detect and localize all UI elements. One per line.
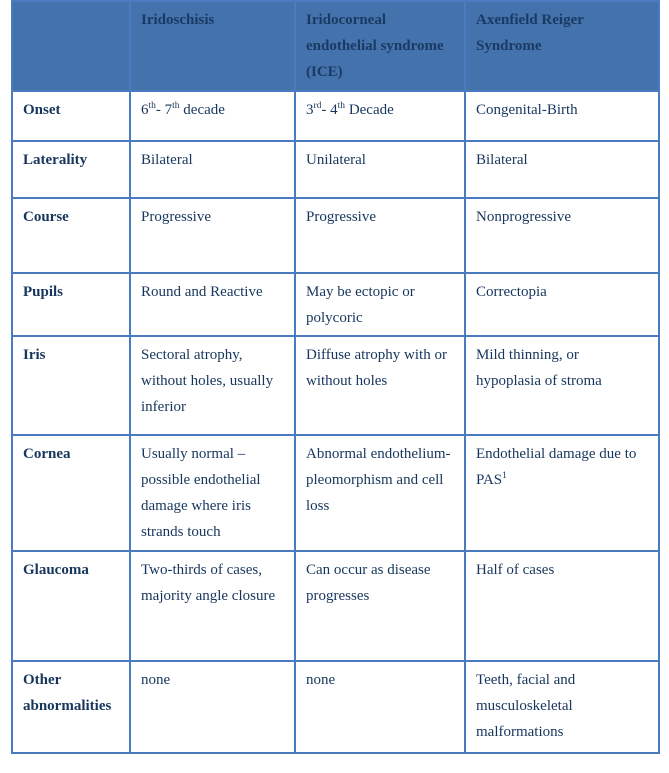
row-label: Laterality bbox=[11, 140, 131, 199]
row-label: Course bbox=[11, 197, 131, 274]
table-cell: Two-thirds of cases, majority angle closu… bbox=[129, 550, 296, 662]
column-header-ice-syndrome: Iridocorneal endothelial syndrome (ICE) bbox=[294, 0, 466, 92]
corner-cell bbox=[11, 0, 131, 92]
table-cell: Half of cases bbox=[464, 550, 660, 662]
row-label: Pupils bbox=[11, 272, 131, 337]
table-cell: Progressive bbox=[129, 197, 296, 274]
table-cell: Correctopia bbox=[464, 272, 660, 337]
table-cell: Can occur as disease progresses bbox=[294, 550, 466, 662]
table-cell: 3rd- 4th Decade bbox=[294, 90, 466, 142]
row-label: Onset bbox=[11, 90, 131, 142]
table-cell: Bilateral bbox=[464, 140, 660, 199]
table-cell: Teeth, facial and musculoskeletal malforma… bbox=[464, 660, 660, 754]
comparison-table: Iridoschisis Iridocorneal endothelial syn… bbox=[11, 0, 660, 754]
row-label: Other abnormalities bbox=[11, 660, 131, 754]
table-row: Glaucoma Two-thirds of cases, majority an… bbox=[11, 550, 660, 662]
table-row: Laterality Bilateral Unilateral Bilatera… bbox=[11, 140, 660, 199]
row-label: Iris bbox=[11, 335, 131, 436]
table-cell: Diffuse atrophy with or without holes bbox=[294, 335, 466, 436]
column-header-axenfield-reiger: Axenfield Reiger Syndrome bbox=[464, 0, 660, 92]
table-cell: Congenital-Birth bbox=[464, 90, 660, 142]
table-cell: none bbox=[129, 660, 296, 754]
table-cell: Usually normal – possible endothelial dama… bbox=[129, 434, 296, 552]
table-cell: Bilateral bbox=[129, 140, 296, 199]
table-cell: Sectoral atrophy, without holes, usually i… bbox=[129, 335, 296, 436]
column-header-iridoschisis: Iridoschisis bbox=[129, 0, 296, 92]
table-row: Onset 6th- 7th decade 3rd- 4th Decade Co… bbox=[11, 90, 660, 142]
table-row: Pupils Round and Reactive May be ectopic… bbox=[11, 272, 660, 337]
row-label: Cornea bbox=[11, 434, 131, 552]
header-row: Iridoschisis Iridocorneal endothelial syn… bbox=[11, 0, 660, 92]
table-cell: 6th- 7th decade bbox=[129, 90, 296, 142]
table-cell: May be ectopic or polycoric bbox=[294, 272, 466, 337]
table-row: Course Progressive Progressive Nonprogre… bbox=[11, 197, 660, 274]
table-cell: Nonprogressive bbox=[464, 197, 660, 274]
table-row: Cornea Usually normal – possible endothel… bbox=[11, 434, 660, 552]
table-row: Iris Sectoral atrophy, without holes, usu… bbox=[11, 335, 660, 436]
row-label: Glaucoma bbox=[11, 550, 131, 662]
table-row: Other abnormalities none none Teeth, faci… bbox=[11, 660, 660, 754]
table-cell: Mild thinning, or hypoplasia of stroma bbox=[464, 335, 660, 436]
table-cell: Unilateral bbox=[294, 140, 466, 199]
table-cell: Abnormal endothelium-pleomorphism and ce… bbox=[294, 434, 466, 552]
table-cell: Progressive bbox=[294, 197, 466, 274]
table-cell: none bbox=[294, 660, 466, 754]
table-cell: Round and Reactive bbox=[129, 272, 296, 337]
table-cell: Endothelial damage due to PAS1 bbox=[464, 434, 660, 552]
